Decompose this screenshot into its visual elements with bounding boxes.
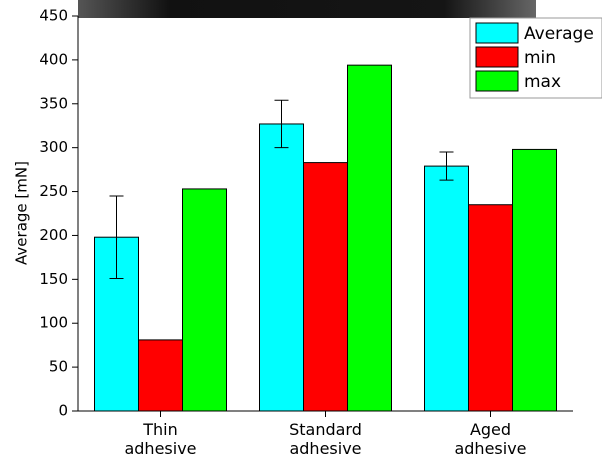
y-axis-label: Average [mN] xyxy=(13,161,31,265)
legend-swatch xyxy=(476,23,518,43)
y-tick-label: 250 xyxy=(39,182,68,200)
legend-swatch xyxy=(476,71,518,91)
chart: Average [mN] 0 50 100 150 200 250 300 350 400 450… xyxy=(0,0,602,465)
x-tick-label: Standard adhesive xyxy=(256,420,396,458)
bar xyxy=(425,166,469,411)
bar xyxy=(513,149,557,411)
y-tick-label: 350 xyxy=(39,94,68,112)
y-tick-label: 150 xyxy=(39,270,68,288)
bar xyxy=(348,65,392,411)
photo-strip xyxy=(78,0,536,18)
y-tick-label: 400 xyxy=(39,50,68,68)
legend-label: min xyxy=(524,48,556,68)
legend-label: Average xyxy=(524,24,594,44)
y-tick-label: 100 xyxy=(39,314,68,332)
x-tick-label: Thin adhesive xyxy=(91,420,231,458)
bar xyxy=(260,124,304,411)
x-tick-label: Aged adhesive xyxy=(421,420,561,458)
page: Average [mN] 0 50 100 150 200 250 300 350 400 450… xyxy=(0,0,602,465)
bar xyxy=(139,340,183,411)
bar xyxy=(469,205,513,411)
y-tick-label: 450 xyxy=(39,7,68,25)
legend-label: max xyxy=(524,72,561,92)
bar xyxy=(183,189,227,411)
y-tick-label: 0 xyxy=(58,402,68,420)
y-tick-label: 200 xyxy=(39,226,68,244)
y-tick-label: 300 xyxy=(39,138,68,156)
y-tick-label: 50 xyxy=(49,358,68,376)
bar xyxy=(304,163,348,411)
legend-swatch xyxy=(476,47,518,67)
